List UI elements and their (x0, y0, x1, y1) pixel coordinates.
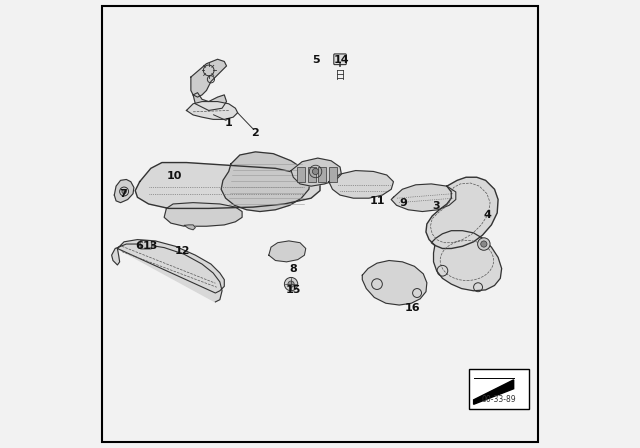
Polygon shape (329, 171, 394, 198)
Circle shape (481, 241, 487, 247)
Bar (318, 168, 326, 182)
Text: 5: 5 (312, 55, 319, 65)
Polygon shape (191, 59, 227, 97)
Polygon shape (186, 102, 237, 119)
Text: 7: 7 (119, 189, 127, 199)
Text: 12: 12 (175, 246, 191, 256)
Text: 4: 4 (483, 210, 491, 220)
Text: 11: 11 (370, 196, 386, 206)
Bar (329, 168, 337, 182)
Polygon shape (111, 240, 224, 302)
Polygon shape (431, 231, 502, 291)
FancyBboxPatch shape (334, 54, 346, 65)
Polygon shape (135, 163, 320, 208)
Text: 6: 6 (135, 241, 143, 251)
Polygon shape (391, 184, 456, 211)
Bar (297, 168, 305, 182)
Text: 13: 13 (142, 241, 157, 251)
Polygon shape (291, 158, 341, 186)
Circle shape (477, 238, 490, 250)
Bar (469, 369, 529, 409)
Polygon shape (269, 241, 306, 262)
Polygon shape (362, 260, 427, 305)
Circle shape (284, 277, 298, 291)
Text: 2: 2 (252, 128, 259, 138)
Text: 15: 15 (285, 285, 301, 295)
Circle shape (122, 189, 126, 194)
Polygon shape (164, 202, 242, 226)
Text: 10: 10 (166, 171, 182, 181)
Text: 14: 14 (333, 55, 349, 65)
FancyBboxPatch shape (140, 241, 152, 249)
Polygon shape (184, 225, 195, 230)
Text: 9: 9 (400, 198, 408, 207)
Circle shape (312, 168, 319, 175)
Bar (308, 168, 316, 182)
Polygon shape (193, 93, 227, 111)
Polygon shape (426, 177, 498, 249)
Text: 1: 1 (225, 118, 232, 129)
Polygon shape (115, 180, 134, 202)
Text: 8: 8 (289, 264, 297, 275)
Text: 16: 16 (404, 303, 420, 313)
Circle shape (288, 281, 294, 287)
Text: 00-33-89: 00-33-89 (482, 395, 516, 404)
Polygon shape (474, 380, 514, 404)
Text: 3: 3 (432, 201, 440, 211)
Polygon shape (221, 152, 310, 211)
